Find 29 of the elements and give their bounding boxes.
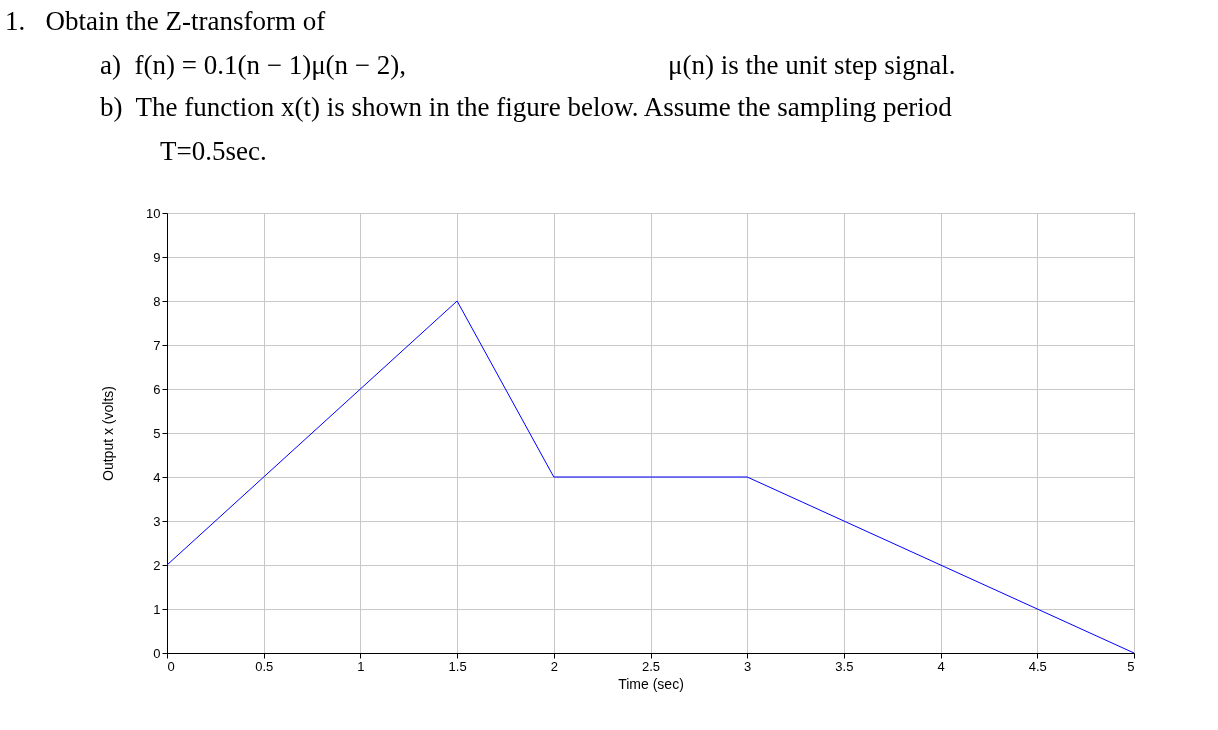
y-axis-title: Output x (volts) [100,386,117,481]
x-tick-label: 5 [1127,658,1135,674]
x-tick-label: 3.5 [835,658,854,674]
text: μ(n) is the unit step signal. [668,49,956,82]
y-tick-label: 8 [153,293,161,309]
x-tick-label: 4 [937,658,945,674]
chart-title: 1. Obtain the Z-transform of [5,5,326,38]
y-tick-label: 3 [153,513,161,529]
x-tick-label: 1.5 [448,658,467,674]
y-tick-label: 1 [153,601,161,617]
text: b) The function x(t) is shown in the figure below. Assume the sampling period [100,91,952,124]
y-tick-label: 4 [153,469,161,485]
y-tick-label: 7 [153,337,161,353]
x-tick-label: 0.5 [255,658,274,674]
y-tick-label: 9 [153,249,161,265]
x-tick-label: 2 [550,658,558,674]
x-tick-label: 4.5 [1028,658,1047,674]
y-tick-label: 6 [153,381,161,397]
x-tick-label: 2.5 [641,658,661,674]
x-tick-label: 0 [167,658,175,674]
y-tick-label: 0 [153,645,161,661]
text: a) f(n) = 0.1(n − 1)μ(n − 2), [100,49,407,82]
x-tick-label: 3 [744,658,752,674]
y-tick-label: 2 [153,557,161,573]
y-tick-label: 10 [146,205,161,221]
text: T=0.5sec. [160,135,267,168]
x-axis-title: Time (sec) [618,675,684,692]
y-tick-label: 5 [153,425,161,441]
x-tick-label: 1 [357,658,365,674]
